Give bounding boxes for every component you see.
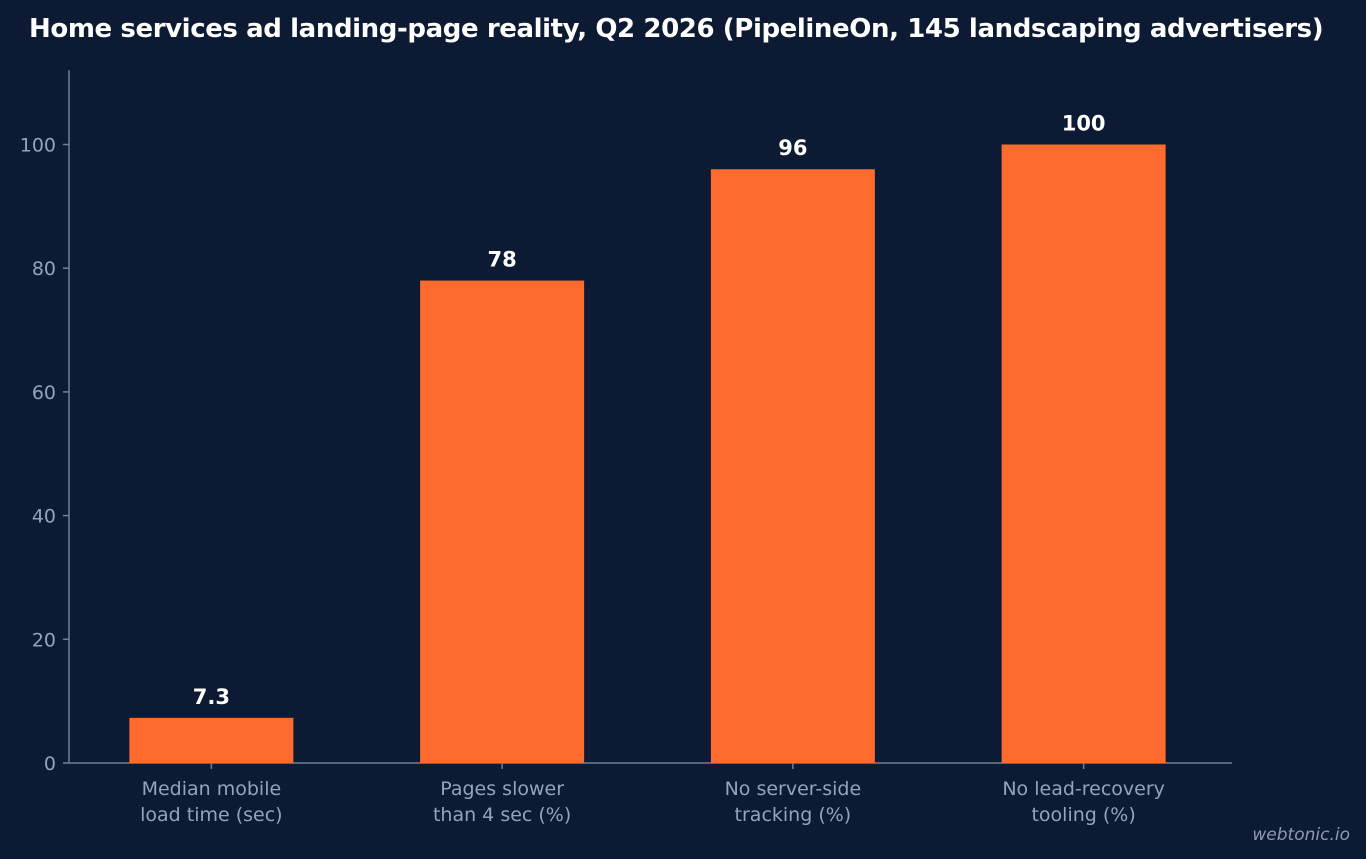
value-label: 78 — [488, 248, 517, 272]
labels: 7.3 Median mobile load time (sec) 78 Pages s… — [140, 112, 1165, 827]
x-tick-label: load time (sec) — [140, 804, 282, 826]
value-label: 100 — [1062, 112, 1106, 136]
y-tick-label: 40 — [32, 506, 56, 528]
chart-title: Home services ad landing-page reality, Q… — [29, 14, 1324, 44]
y-tick-label: 20 — [32, 629, 56, 651]
y-tick-label: 80 — [32, 258, 56, 280]
x-tick-label: tooling (%) — [1031, 804, 1135, 826]
x-tick-label: than 4 sec (%) — [433, 804, 571, 826]
y-tick-label: 60 — [32, 382, 56, 404]
value-label: 96 — [778, 136, 807, 160]
x-tick-label: Pages slower — [440, 778, 564, 800]
x-tick-label: Median mobile — [142, 778, 282, 800]
bar — [129, 717, 294, 763]
x-tick-label: tracking (%) — [735, 804, 852, 826]
x-tick-label: No server-side — [725, 778, 862, 800]
value-label: 7.3 — [193, 685, 230, 709]
bar — [420, 280, 585, 763]
credit-text: webtonic.io — [1252, 825, 1350, 845]
y-tick-label: 0 — [44, 753, 56, 775]
bar — [710, 169, 875, 764]
bar — [1001, 144, 1166, 763]
bars — [129, 144, 1166, 764]
y-tick-label: 100 — [20, 135, 56, 157]
x-tick-label: No lead-recovery — [1002, 778, 1165, 800]
